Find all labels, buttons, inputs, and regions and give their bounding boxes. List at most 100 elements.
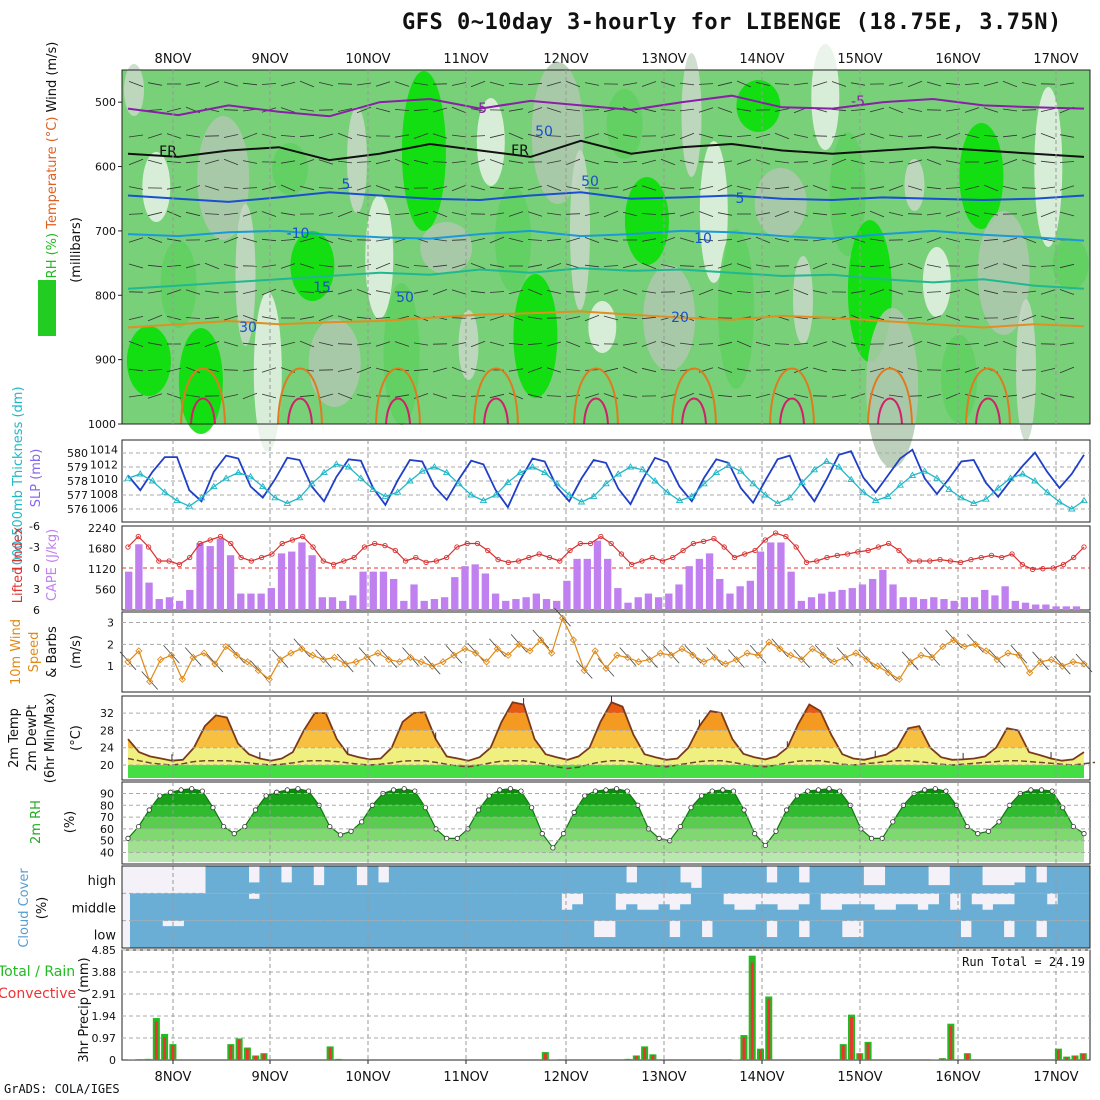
wind-barb	[280, 395, 296, 397]
wind-point	[939, 642, 947, 651]
wind-barb	[413, 159, 429, 165]
thickness-point	[491, 491, 500, 498]
wind-barb	[584, 237, 600, 243]
cape-bar	[216, 538, 225, 610]
cloud-bar	[874, 909, 886, 921]
wind-barb	[983, 81, 999, 87]
wind-barb	[660, 158, 676, 166]
rh-area	[718, 229, 755, 389]
wind-barb	[508, 315, 524, 321]
ylabel-cape-part: CAPE (J/kg)	[45, 529, 60, 601]
wind-point	[949, 636, 958, 644]
rh-area	[531, 62, 584, 204]
thickness-point	[663, 488, 672, 495]
rh-legend-swatch	[38, 280, 56, 336]
thickness-point	[712, 468, 721, 476]
rh-point	[677, 823, 683, 830]
cloud-bar	[281, 882, 293, 894]
li-point	[166, 558, 172, 564]
li-point	[824, 554, 830, 561]
cloud-bar	[863, 904, 875, 921]
wind-barb	[223, 212, 239, 216]
cloud-bar	[744, 909, 757, 921]
cloud-bar	[183, 893, 196, 921]
wind-point	[450, 651, 458, 659]
cape-bar	[685, 566, 693, 610]
cloud-bar	[464, 866, 476, 894]
wind-barb	[470, 159, 486, 165]
cloud-bar	[324, 920, 336, 948]
wind-barb	[280, 81, 296, 87]
rh-point	[518, 788, 524, 794]
cloud-bar	[734, 909, 746, 921]
wind-barb	[755, 81, 771, 87]
wind-barb	[1059, 161, 1075, 163]
wind-barb	[293, 638, 311, 657]
cloud-bar	[895, 920, 908, 948]
cloud-bar	[302, 893, 314, 921]
cloud-bar	[938, 885, 951, 894]
wind-barb	[432, 367, 448, 373]
thickness-point	[847, 475, 855, 483]
cape-bar	[879, 569, 887, 610]
wind-barb	[641, 316, 657, 320]
cape-bar	[909, 597, 918, 610]
isotherm-line	[671, 367, 717, 425]
wind-barb	[451, 160, 467, 164]
cloud-bar	[917, 909, 929, 921]
li-point	[320, 558, 326, 564]
li-point	[927, 558, 933, 564]
wind-point	[1058, 662, 1066, 670]
rh-point	[624, 788, 630, 794]
cloud-bar	[712, 893, 724, 921]
cape-bar	[125, 571, 133, 610]
wind-barb	[315, 649, 332, 668]
li-point	[361, 544, 368, 550]
cloud-bar	[313, 893, 325, 921]
wind-barb	[280, 263, 296, 269]
wind-point	[852, 649, 860, 657]
wind-barb	[356, 264, 372, 268]
rh-background	[122, 70, 1090, 424]
rh-point	[1070, 823, 1076, 830]
wind-point	[700, 658, 708, 666]
wind-barb	[375, 367, 391, 373]
cloud-bar	[259, 920, 271, 948]
thickness-point	[246, 472, 255, 480]
wind-barb	[736, 340, 752, 348]
wind-barb	[128, 394, 144, 398]
wind-barb	[698, 238, 714, 242]
cloud-bar	[1036, 937, 1048, 948]
cape-bar	[328, 597, 337, 610]
wind-barb	[793, 185, 809, 191]
wind-barb	[508, 368, 524, 372]
cloud-bar	[216, 893, 228, 921]
wind-barb	[888, 160, 904, 164]
wind-barb	[451, 212, 467, 216]
wind-point	[167, 651, 176, 659]
chart-title: GFS 0~10day 3-hourly for LIBENGE (18.75E…	[402, 10, 1062, 35]
cape-bar	[991, 595, 999, 610]
rh-point	[837, 788, 843, 794]
wind-barb	[261, 288, 277, 296]
wind-point	[124, 658, 132, 666]
thickness-point	[737, 467, 745, 474]
li-point	[896, 547, 902, 554]
li-point	[1050, 565, 1056, 571]
rh-area	[736, 80, 781, 132]
li-point	[731, 554, 738, 561]
wind-barb	[147, 342, 163, 346]
li-point	[1071, 554, 1077, 561]
wind-barb	[470, 185, 486, 191]
wind-barb	[128, 213, 144, 215]
cloud-bar	[507, 866, 519, 894]
wind-point	[222, 642, 230, 651]
wind-barb	[375, 212, 391, 216]
thickness-point	[859, 488, 868, 495]
cloud-bar	[885, 920, 897, 948]
y-tick-label: 4.85	[92, 944, 117, 957]
rh-point	[454, 835, 460, 841]
cape-bar	[583, 558, 591, 610]
cloud-bar	[1014, 882, 1026, 894]
cloud-bar	[583, 920, 595, 948]
